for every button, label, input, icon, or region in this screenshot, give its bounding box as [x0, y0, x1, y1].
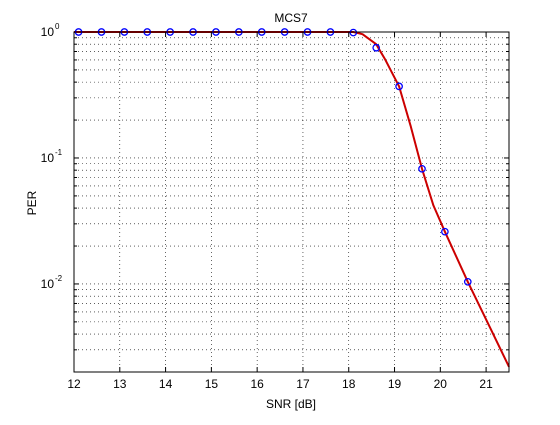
x-tick-label: 20 — [434, 377, 448, 391]
y-tick-label: 10 — [41, 151, 55, 165]
y-tick-label: 10 — [41, 277, 55, 291]
x-tick-label: 14 — [159, 377, 173, 391]
ticks — [73, 31, 509, 372]
y-tick-label-exponent: 0 — [55, 22, 60, 31]
y-axis-label: PER — [25, 190, 39, 215]
x-axis-label: SNR [dB] — [266, 397, 316, 411]
data-point — [395, 82, 403, 91]
x-tick-label: 17 — [296, 377, 310, 391]
x-tick-label: 16 — [250, 377, 264, 391]
y-tick-label-exponent: -1 — [55, 148, 63, 157]
per-fit-curve — [74, 31, 510, 368]
data-point — [349, 28, 358, 37]
x-tick-label: 19 — [388, 377, 402, 391]
x-tick-label: 18 — [342, 377, 356, 391]
plot-background — [74, 32, 509, 372]
data-point — [463, 277, 472, 286]
x-tick-label: 13 — [113, 377, 127, 391]
chart-title: MCS7 — [274, 11, 308, 25]
line-layer — [74, 31, 510, 368]
x-tick-labels: 12 13 14 15 16 17 18 19 20 21 — [67, 377, 493, 391]
plot-frame — [73, 31, 510, 373]
x-tick-label: 15 — [205, 377, 219, 391]
data-point — [372, 43, 381, 52]
x-tick-label: 21 — [479, 377, 493, 391]
y-tick-label: 10 — [41, 25, 55, 39]
y-tick-label-exponent: -2 — [55, 274, 63, 283]
x-tick-label: 12 — [67, 377, 81, 391]
data-point — [441, 227, 449, 236]
data-point — [418, 164, 426, 173]
grid — [74, 32, 509, 372]
